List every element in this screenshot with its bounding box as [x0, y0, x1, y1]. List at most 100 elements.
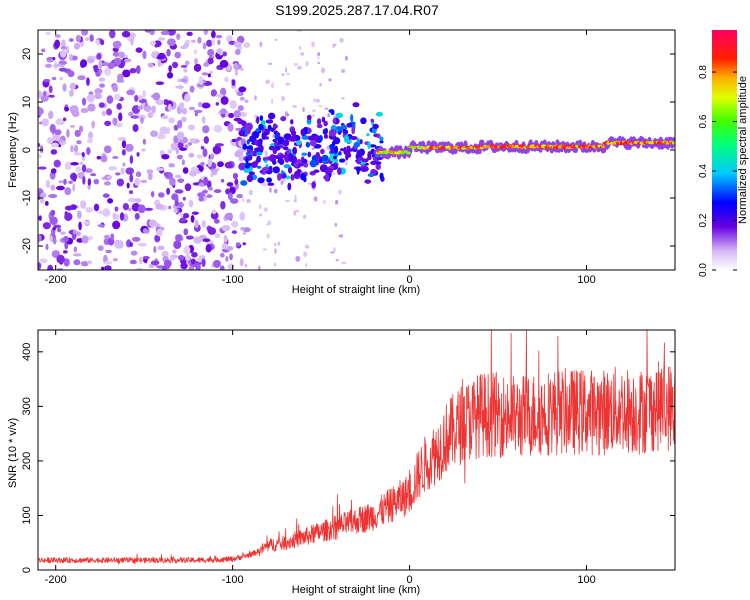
spectrogram-cell: [292, 146, 298, 155]
snr-ytick-label: 400: [21, 343, 33, 361]
spectrogram-cell: [147, 171, 153, 181]
spectrogram-cell: [370, 160, 377, 166]
spectrogram-cell: [233, 41, 242, 48]
spectrogram-cell: [122, 69, 131, 78]
colorbar-label: Normalized spectral amplitude: [737, 76, 749, 224]
spectrogram-cell: [292, 105, 297, 108]
spectrogram-cell: [301, 152, 308, 156]
spectrogram-cell: [307, 182, 313, 185]
spectrogram-cell: [85, 37, 90, 41]
spectrogram-cell: [97, 245, 104, 251]
spectrogram-cell: [80, 260, 89, 267]
spectrogram-cell: [356, 160, 362, 165]
spectrogram-cell: [100, 266, 105, 270]
spectrogram-cell: [55, 118, 64, 126]
spectrogram-ytick-label: -20: [21, 238, 33, 254]
snr-ylabel: SNR (10 * v/v): [7, 418, 19, 488]
spectrogram-cell: [270, 82, 275, 89]
spectrogram-cell: [129, 68, 137, 74]
spectrogram-cell: [182, 167, 189, 174]
spectrogram-cell: [274, 242, 277, 247]
spectrogram-cell: [313, 98, 318, 103]
spectrogram-cell: [212, 209, 217, 215]
spectrogram-cell: [87, 178, 92, 186]
spectrogram-cell: [210, 211, 219, 220]
spectrogram-cell: [332, 155, 337, 160]
spectrogram-cell: [75, 34, 82, 43]
spectrogram-cell: [83, 220, 90, 225]
snr-ytick-label: 100: [21, 506, 33, 524]
spectrogram-cell: [119, 212, 125, 221]
spectrogram-cell: [273, 188, 278, 194]
spectrogram-cell: [68, 38, 74, 42]
spectrogram-cell: [56, 254, 65, 264]
spectrogram-cell: [148, 219, 158, 227]
spectrogram-cell: [68, 53, 73, 62]
spectrogram-cell: [203, 176, 209, 186]
spectrogram-cell: [273, 262, 277, 267]
spectrogram-cell: [154, 234, 161, 243]
spectrogram-cell: [251, 150, 258, 157]
spectrogram-cell: [156, 55, 165, 60]
spectrogram-cell: [188, 265, 194, 270]
spectrogram-cell: [117, 137, 127, 141]
spectrogram-cell: [198, 76, 204, 85]
spectrogram-cell: [85, 168, 93, 174]
spectrogram-cell: [181, 159, 185, 166]
spectrogram-cell: [213, 218, 220, 224]
spectrogram-cell: [207, 57, 214, 65]
spectrogram-cell: [209, 153, 215, 160]
spectrogram-cell: [311, 41, 316, 48]
spectrogram-cell: [224, 212, 234, 221]
spectrogram-cell: [309, 139, 317, 147]
spectrogram-cell: [163, 259, 172, 268]
spectrogram-cell: [375, 163, 381, 170]
spectrogram-cell: [173, 240, 182, 250]
spectrogram-cell: [104, 67, 112, 76]
spectrogram-cell: [221, 51, 227, 57]
spectrogram-cell: [224, 76, 229, 83]
spectrogram-cell: [112, 220, 121, 230]
spectrogram-cell: [379, 172, 384, 180]
spectrogram-cell: [298, 46, 302, 50]
spectrogram-cell: [242, 143, 248, 150]
spectrogram-cell: [345, 161, 348, 166]
spectrogram-cell: [215, 93, 224, 98]
spectrogram-cell: [86, 94, 95, 103]
spectrogram-cell: [113, 93, 121, 101]
spectrogram-cell: [202, 42, 207, 50]
spectrogram-cell: [320, 148, 325, 155]
spectrogram-cell: [87, 184, 91, 190]
spectrogram-cell: [177, 78, 181, 83]
spectrogram-cell: [64, 205, 74, 211]
spectrogram-cell: [185, 235, 194, 240]
spectrogram-cell: [95, 39, 100, 46]
spectrogram-cell: [220, 200, 226, 210]
spectrogram-cell: [259, 115, 264, 122]
spectrogram-cell: [325, 167, 334, 174]
spectrogram-cell: [256, 116, 260, 124]
spectrogram-cell: [406, 151, 411, 155]
spectrogram-cell: [235, 242, 241, 247]
spectrogram-cell: [54, 34, 61, 38]
spectrogram-cell: [144, 207, 154, 211]
spectrogram-cell: [80, 107, 89, 114]
spectrogram-cell: [202, 148, 208, 158]
spectrogram-cell: [103, 260, 113, 265]
spectrogram-cell: [194, 112, 198, 117]
spectrogram-cell: [120, 167, 125, 175]
spectrogram-cell: [112, 155, 119, 159]
spectrogram-cell: [219, 59, 229, 68]
spectrogram-cell: [338, 151, 342, 156]
spectrogram-cell: [280, 180, 284, 185]
spectrogram-cell: [285, 113, 290, 117]
spectrogram-cell: [375, 111, 384, 117]
spectrogram-cell: [309, 159, 318, 168]
spectrogram-xtick-label: -200: [45, 274, 67, 286]
spectrogram-cell: [87, 103, 96, 112]
spectrogram-cell: [207, 227, 217, 235]
spectrogram-cell: [229, 253, 233, 261]
spectrogram-cell: [91, 120, 96, 129]
colorbar-tick-label: 0.2: [698, 213, 709, 227]
colorbar-ticks: 0.0 0.2 0.4 0.6 0.8: [698, 65, 737, 277]
